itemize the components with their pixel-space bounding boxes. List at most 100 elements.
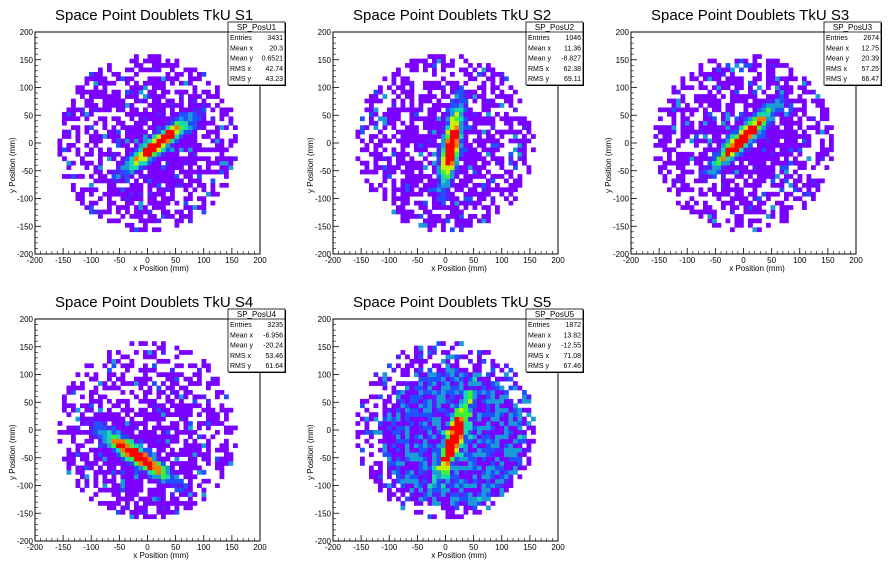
heatmap-cell	[102, 151, 108, 157]
heatmap-cell	[93, 430, 99, 435]
heatmap-cell	[441, 116, 446, 122]
heatmap-cell	[391, 469, 397, 475]
heatmap-cell	[192, 151, 198, 157]
heatmap-cell	[129, 358, 135, 364]
heatmap-cell	[219, 390, 225, 395]
heatmap-cell	[215, 483, 220, 489]
heatmap-cell	[188, 169, 193, 175]
heatmap-cell	[526, 447, 532, 453]
heatmap-cell	[454, 403, 460, 409]
heatmap-cell	[116, 358, 121, 364]
heatmap-cell	[161, 129, 166, 135]
heatmap-cell	[445, 452, 451, 457]
heatmap-cell	[739, 165, 744, 170]
heatmap-cell	[712, 71, 717, 77]
heatmap-cell	[423, 421, 428, 426]
heatmap-cell	[459, 390, 464, 395]
heatmap-cell	[156, 461, 162, 466]
heatmap-cell	[215, 169, 220, 175]
heatmap-cell	[143, 461, 148, 466]
heatmap-cell	[423, 125, 428, 130]
stats-row-label: Entries	[230, 35, 252, 42]
heatmap-cell	[364, 165, 370, 170]
heatmap-cell	[450, 191, 455, 197]
heatmap-cell	[508, 461, 514, 466]
heatmap-cell	[481, 191, 487, 197]
heatmap-cell	[441, 421, 446, 426]
heatmap-cell	[107, 430, 112, 435]
heatmap-cell	[802, 165, 807, 170]
heatmap-cell	[387, 474, 392, 480]
heatmap-cell	[784, 147, 789, 153]
heatmap-cell	[450, 398, 455, 404]
heatmap-cell	[228, 430, 234, 435]
heatmap-cell	[748, 160, 753, 166]
heatmap-cell	[468, 143, 473, 148]
heatmap-cell	[125, 209, 130, 215]
heatmap-cell	[156, 425, 162, 431]
heatmap-cell	[820, 156, 825, 162]
stats-row-value: 43.23	[265, 76, 283, 83]
heatmap-cell	[197, 120, 202, 126]
heatmap-cell	[111, 372, 117, 378]
heatmap-cell	[143, 372, 148, 378]
heatmap-cell	[712, 138, 717, 144]
heatmap-cell	[75, 147, 81, 153]
heatmap-cell	[829, 156, 834, 162]
heatmap-cell	[156, 138, 162, 144]
heatmap-cell	[454, 205, 460, 210]
heatmap-cell	[161, 425, 166, 431]
heatmap-cell	[450, 98, 455, 104]
x-tick-label: -150	[651, 256, 668, 265]
heatmap-cell	[734, 58, 740, 64]
heatmap-cell	[481, 107, 487, 113]
heatmap-cell	[409, 94, 415, 99]
heatmap-cell	[174, 469, 180, 475]
heatmap-cell	[71, 385, 76, 391]
heatmap-cell	[409, 363, 415, 369]
heatmap-cell	[495, 160, 500, 166]
heatmap-cell	[210, 116, 216, 122]
heatmap-cell	[165, 465, 171, 471]
heatmap-cell	[161, 407, 166, 413]
heatmap-cell	[784, 103, 789, 108]
heatmap-cell	[152, 85, 157, 91]
heatmap-cell	[766, 125, 771, 130]
heatmap-cell	[504, 178, 509, 184]
heatmap-cell	[210, 200, 216, 206]
heatmap-cell	[387, 156, 392, 162]
heatmap-cell	[382, 187, 388, 193]
heatmap-cell	[472, 478, 478, 484]
heatmap-cell	[147, 461, 153, 466]
heatmap-cell	[192, 452, 198, 457]
heatmap-cell	[739, 200, 744, 206]
heatmap-cell	[116, 385, 121, 391]
heatmap-cell	[508, 138, 514, 144]
heatmap-cell	[138, 205, 144, 210]
heatmap-cell	[116, 89, 121, 95]
heatmap-cell	[427, 98, 433, 104]
heatmap-cell	[382, 147, 388, 153]
heatmap-cell	[766, 94, 771, 99]
y-tick-label: 0	[29, 139, 34, 148]
heatmap-cell	[382, 111, 388, 117]
heatmap-cell	[400, 138, 406, 144]
heatmap-cell	[468, 111, 473, 117]
heatmap-cell	[712, 222, 717, 228]
stats-row-label: Mean x	[230, 332, 253, 339]
heatmap-cell	[201, 478, 207, 484]
heatmap-cell	[513, 178, 518, 184]
heatmap-cell	[197, 394, 202, 400]
heatmap-cell	[152, 94, 157, 99]
heatmap-cell	[134, 182, 139, 188]
heatmap-cell	[463, 376, 469, 382]
heatmap-cell	[405, 421, 410, 426]
heatmap-cell	[360, 116, 365, 122]
heatmap-cell	[486, 116, 491, 122]
heatmap-cell	[93, 138, 99, 144]
heatmap-cell	[730, 209, 735, 215]
heatmap-cell	[396, 430, 401, 435]
heatmap-cell	[192, 430, 198, 435]
heatmap-cell	[224, 412, 229, 417]
heatmap-cell	[405, 483, 410, 489]
